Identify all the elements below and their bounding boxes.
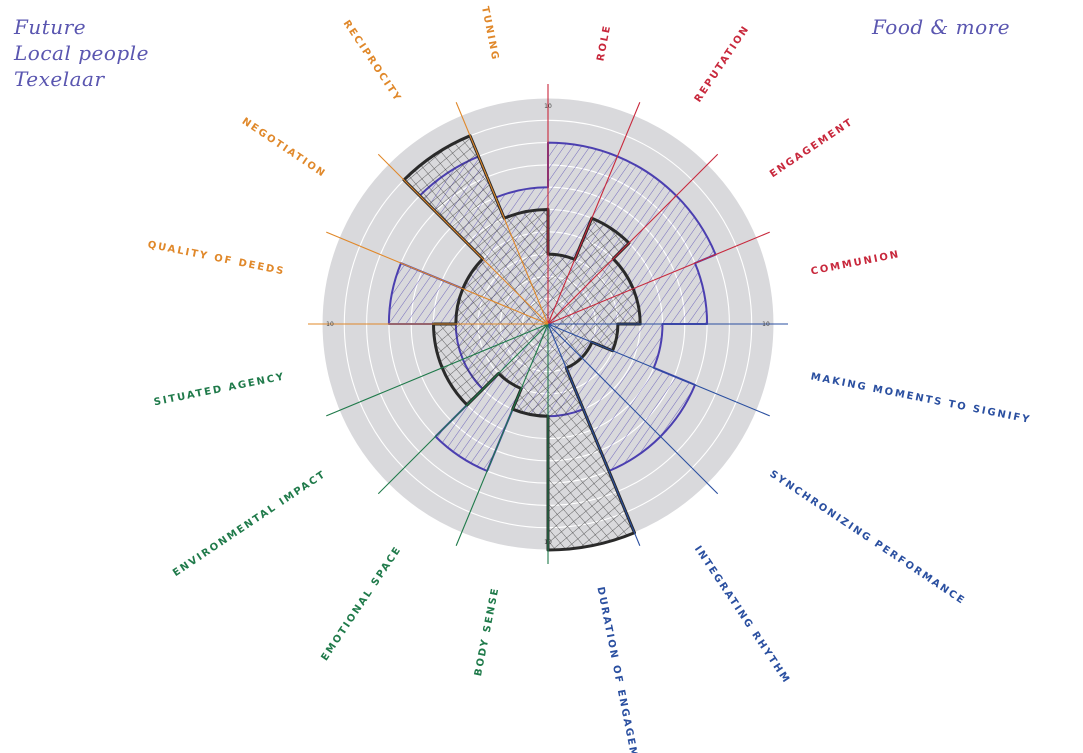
category-label-quality-of-deeds: QUALITY OF DEEDS [147,239,286,277]
category-label-integrating-rhythm: INTEGRATING RHYTHM [692,544,792,686]
category-label-engagement: ENGAGEMENT [768,116,856,180]
series-black-wedge-emotional-space [498,324,548,389]
handwritten-note-right: Food & more [872,15,1011,39]
note-line-local-people: Local people [14,41,149,65]
tick-label-0: 10 [544,103,552,110]
series-black-wedge-environmental-impact [442,324,548,405]
series-black-wedge-engagement [548,258,634,324]
axis-line-environmental-impact [377,323,549,495]
category-label-reciprocity: RECIPROCITY [341,18,404,104]
tick-label-270: 10 [326,321,334,328]
note-line-texelaar: Texelaar [14,67,105,91]
axis-line-duration-of-engagement [547,323,641,546]
axis-line-communion [547,231,770,325]
category-label-environmental-impact: ENVIRONMENTAL IMPACT [171,469,328,579]
category-label-negotiation: NEGOTIATION [240,116,328,180]
tick-label-180: 10 [544,539,552,546]
tick-label-90: 10 [762,321,770,328]
series-black-wedge-reciprocity [403,135,548,324]
series-black-wedge-situated-agency [433,324,548,368]
category-label-duration-of-engagement: DURATION OF ENGAGEMENT [594,586,644,753]
series-black-wedge-negotiation [462,258,548,324]
axis-line-tuning [455,102,549,325]
category-label-role: ROLE [595,23,613,62]
note-line-future: Future [14,15,87,39]
series-black-wedge-duration-of-engagement [548,324,635,550]
axis-line-reciprocity [377,153,549,325]
handwritten-note-left: Future Local people Texelaar [14,14,204,92]
axis-lines-group [308,84,788,564]
category-label-communion: COMMUNION [810,249,901,278]
axis-line-situated-agency [326,323,549,417]
series-black-wedge-synchronizing-performance [548,324,592,358]
series-black-wedge-quality-of-deeds [455,288,548,324]
category-label-synchronizing-performance: SYNCHRONIZING PERFORMANCE [767,469,967,608]
series-black-wedge-body-sense [512,324,548,417]
axis-line-integrating-rhythm [547,323,719,495]
category-label-situated-agency: SITUATED AGENCY [153,371,286,408]
category-label-reputation: REPUTATION [693,23,752,104]
category-label-body-sense: BODY SENSE [473,586,502,677]
tick-labels-group: 10 10 10 10 [326,103,770,546]
axis-line-emotional-space [455,323,549,546]
series-black-group [402,134,642,552]
axis-line-reputation [547,102,641,325]
series-black-wedge-reputation [548,218,629,324]
category-label-tuning: TUNING [479,6,501,63]
series-black-outline [402,134,642,552]
series-black-wedge-communion [548,288,641,324]
axis-line-synchronizing-performance [547,323,770,417]
category-label-making-moments-to-signify: MAKING MOMENTS TO SIGNIFY [810,371,1032,426]
series-black-wedge-integrating-rhythm [548,324,582,368]
axis-line-engagement [547,153,719,325]
axis-line-negotiation [326,231,549,325]
category-label-emotional-space: EMOTIONAL SPACE [319,544,404,663]
series-black-wedge-tuning [504,209,548,324]
